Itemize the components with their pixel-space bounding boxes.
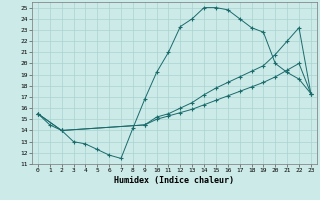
X-axis label: Humidex (Indice chaleur): Humidex (Indice chaleur) — [115, 176, 234, 185]
